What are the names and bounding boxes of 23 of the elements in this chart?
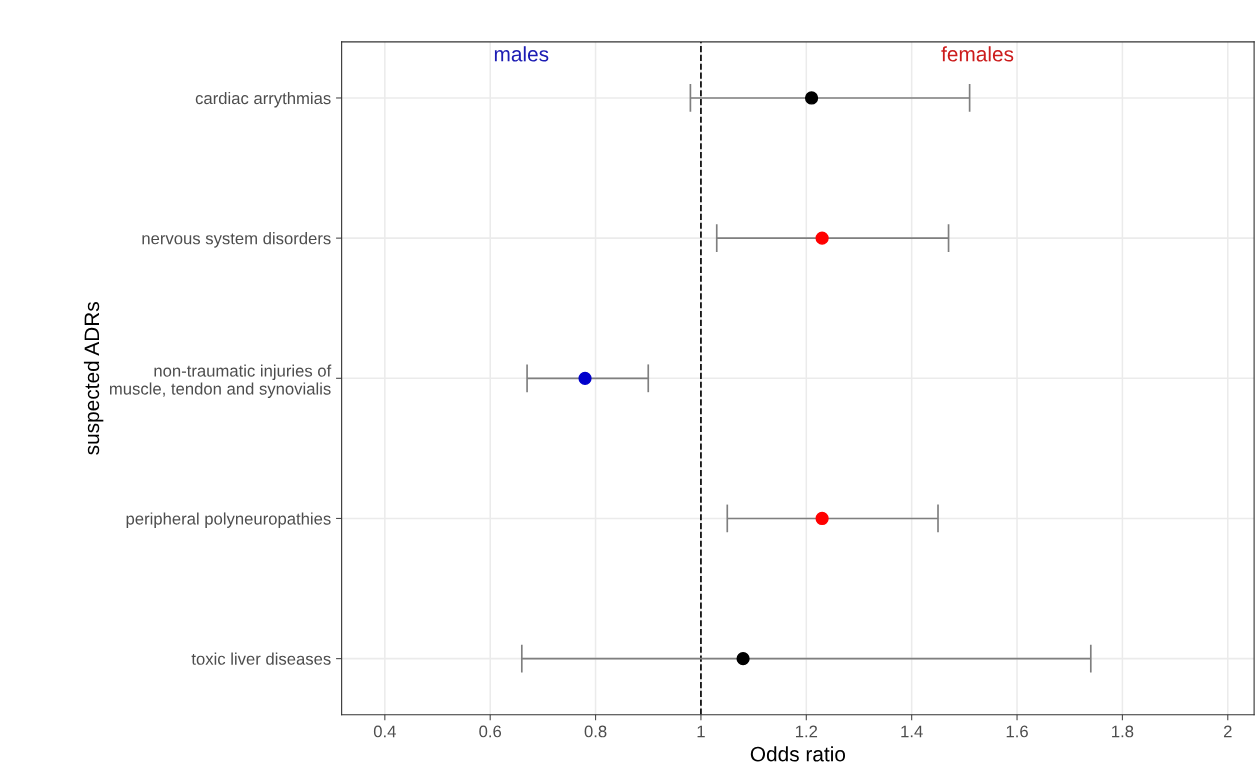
point xyxy=(815,511,829,526)
annotation: males xyxy=(494,46,549,62)
annotation: females xyxy=(941,46,1014,62)
y-tick-label: peripheral polyneuropathies xyxy=(126,512,331,528)
x-tick-label: 0.8 xyxy=(584,725,607,738)
x-tick-label: 0.4 xyxy=(373,725,396,738)
x-tick-label: 1.6 xyxy=(1006,725,1028,738)
point xyxy=(736,652,750,666)
point xyxy=(815,231,829,245)
y-tick-label: non-traumatic injuries of muscle, tendon and synovialis xyxy=(109,364,332,398)
y-axis-title: suspected ADRs xyxy=(83,302,104,455)
point xyxy=(578,371,592,385)
x-tick-label: 1 xyxy=(697,725,705,738)
y-tick-label: toxic liver diseases xyxy=(191,652,331,665)
y-tick-label: cardiac arrythmias xyxy=(195,91,331,108)
x-tick-label: 1.4 xyxy=(901,725,923,738)
y-tick-label: nervous system disorders xyxy=(142,232,331,248)
x-tick-label: 1.2 xyxy=(795,725,818,738)
x-tick-label: 2 xyxy=(1223,725,1232,738)
x-tick-label: 0.6 xyxy=(479,725,502,738)
x-axis-title: Odds ratio xyxy=(750,746,846,762)
x-tick-label: 1.8 xyxy=(1112,725,1134,738)
point xyxy=(804,91,819,105)
